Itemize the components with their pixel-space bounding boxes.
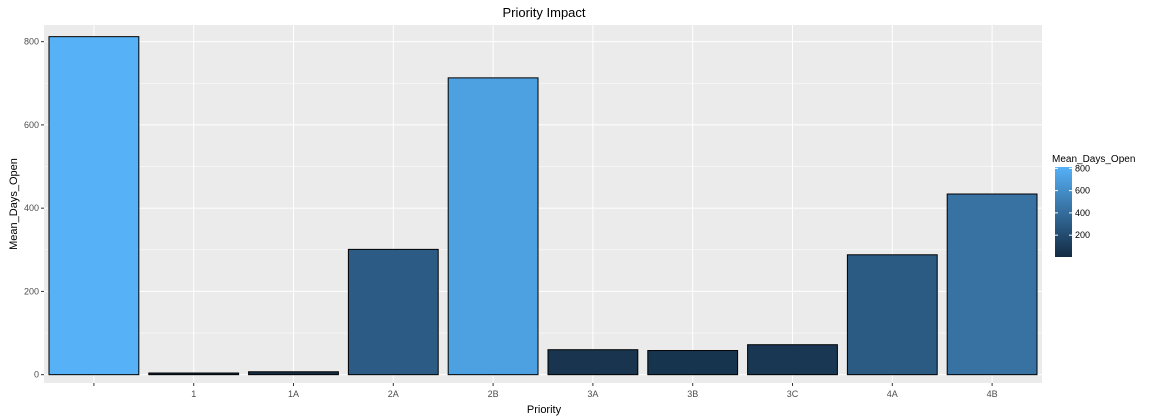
x-axis-ticks: 1 1A 2A 2B 3A 3B 3C 4A 4B xyxy=(93,383,998,399)
x-tick-label: 2B xyxy=(488,389,499,399)
bar xyxy=(447,77,539,376)
y-axis-title: Mean_Days_Open xyxy=(8,158,20,250)
x-tick-label: 1A xyxy=(288,389,299,399)
x-axis-title: Priority xyxy=(527,404,562,416)
x-tick-label: 4B xyxy=(987,389,998,399)
bars xyxy=(48,36,1038,376)
bar xyxy=(747,344,838,376)
x-tick-label: 3A xyxy=(587,389,598,399)
y-tick-label: 200 xyxy=(24,286,39,296)
legend-title: Mean_Days_Open xyxy=(1052,154,1135,165)
bar xyxy=(547,349,639,376)
legend-tick-label: 600 xyxy=(1075,186,1090,196)
bar xyxy=(248,371,339,376)
legend-tick-label: 800 xyxy=(1075,163,1090,173)
x-tick-label: 3C xyxy=(787,389,799,399)
bar xyxy=(148,372,240,376)
x-tick-label: 4A xyxy=(887,389,898,399)
legend: Mean_Days_Open 200 400 600 800 xyxy=(1052,154,1135,257)
x-tick-label: 1 xyxy=(191,389,196,399)
x-tick-label: 3B xyxy=(687,389,698,399)
bar xyxy=(946,193,1038,376)
y-tick-label: 600 xyxy=(24,120,39,130)
legend-ticks: 200 400 600 800 xyxy=(1055,163,1090,240)
y-tick-label: 400 xyxy=(24,203,39,213)
bar xyxy=(347,248,439,376)
y-axis-ticks: 0 200 400 600 800 xyxy=(24,37,44,380)
bar xyxy=(647,350,739,376)
legend-colorbar xyxy=(1055,167,1072,257)
legend-tick-label: 400 xyxy=(1075,208,1090,218)
legend-tick-label: 200 xyxy=(1075,230,1090,240)
chart-title: Priority Impact xyxy=(502,5,585,20)
y-tick-label: 800 xyxy=(24,37,39,47)
bar xyxy=(48,36,140,376)
y-tick-label: 0 xyxy=(34,370,39,380)
x-tick-label: 2A xyxy=(388,389,399,399)
bar xyxy=(846,254,938,376)
